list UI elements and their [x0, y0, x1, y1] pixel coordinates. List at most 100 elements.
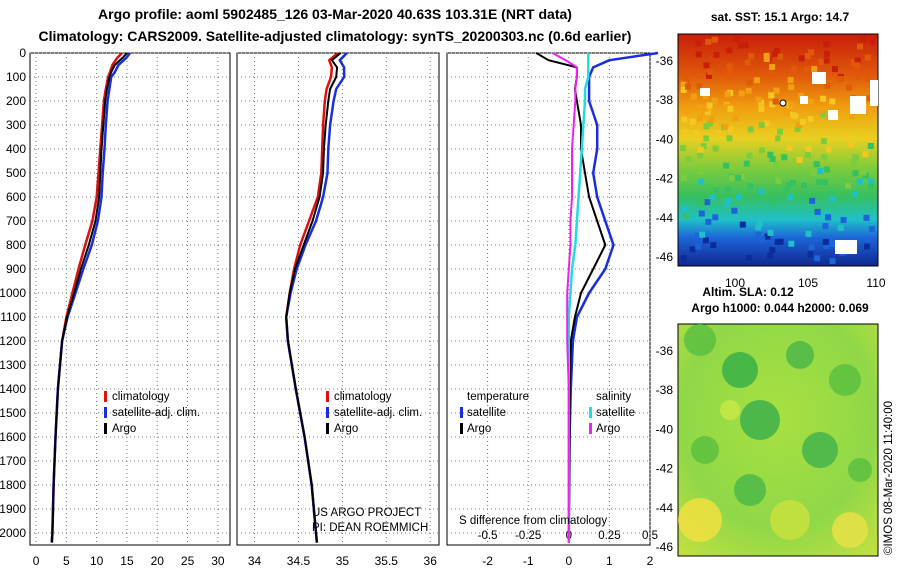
- sst-pixel: [727, 105, 734, 112]
- sst-pixel: [869, 226, 875, 232]
- sst-pixel: [829, 258, 836, 264]
- sst-pixel: [864, 243, 870, 250]
- sst-pixel: [820, 138, 827, 145]
- series-line: [285, 52, 342, 543]
- sla-lat-labels: -36 -38 -40 -42 -44 -46: [656, 344, 674, 554]
- sst-pixel: [868, 178, 875, 185]
- lat-label: -36: [656, 54, 674, 68]
- sst-pixel: [808, 73, 815, 80]
- sst-pixel: [866, 95, 873, 102]
- sst-pixel: [823, 41, 830, 48]
- lat-label: -38: [656, 93, 674, 107]
- legend-label-sal-argo: Argo: [596, 423, 620, 435]
- sst-pixel: [856, 178, 863, 185]
- credit-project: US ARGO PROJECT: [312, 507, 421, 519]
- sst-pixel: [697, 152, 704, 159]
- sst-pixel: [822, 179, 828, 186]
- legend-label-argo: Argo: [334, 423, 358, 435]
- sst-pixel: [746, 152, 753, 159]
- salinity-tick-label: -0.5: [478, 530, 498, 542]
- sst-pixel: [772, 98, 779, 105]
- sla-map-title: Altim. SLA: 0.12: [702, 285, 794, 299]
- sst-pixel: [868, 183, 875, 190]
- sst-pixel: [702, 105, 709, 112]
- sla-eddy: [802, 432, 838, 468]
- sst-pixel: [694, 232, 701, 239]
- y-tick-label: 300: [6, 118, 26, 132]
- x-tick-label: 10: [90, 554, 104, 568]
- sst-pixel: [698, 210, 705, 217]
- y-tick-label: 0: [19, 46, 26, 60]
- sst-pixel: [705, 38, 712, 45]
- sst-pixel: [795, 122, 802, 129]
- sla-eddy: [691, 436, 719, 464]
- sst-pixel: [759, 147, 765, 154]
- temperature-panel: 0100200300400500600700800900100011001200…: [0, 46, 231, 568]
- sla-texture: [678, 324, 872, 548]
- difference-xlabel: S difference from climatology: [459, 515, 607, 527]
- sst-lat-labels: -36 -38 -40 -42 -44 -46: [656, 54, 674, 264]
- x-tick-label: 30: [211, 554, 225, 568]
- sst-pixel: [808, 49, 814, 56]
- legend-swatch-sal-satellite: [589, 407, 592, 418]
- sst-pixel: [738, 90, 745, 97]
- sst-pixel: [804, 151, 811, 158]
- sst-pixel: [864, 54, 871, 61]
- sst-pixel: [796, 157, 803, 163]
- sst-cloud-mask: [850, 96, 866, 114]
- sst-pixel: [701, 109, 708, 116]
- y-tick-label: 1100: [0, 310, 26, 324]
- lat-label: -42: [656, 172, 674, 186]
- sst-pixel: [862, 151, 869, 158]
- sst-pixel: [786, 145, 793, 152]
- sst-pixel: [713, 51, 720, 58]
- sst-pixel: [756, 220, 763, 227]
- sst-pixel: [745, 254, 752, 261]
- sst-texture: [680, 36, 878, 264]
- sst-pixel: [681, 129, 688, 136]
- sst-pixel: [684, 108, 691, 115]
- sst-pixel: [696, 72, 703, 79]
- sst-pixel: [769, 247, 776, 254]
- sst-pixel: [737, 42, 744, 49]
- sst-pixel: [702, 237, 709, 244]
- sst-pixel: [698, 168, 704, 175]
- lon-label: 105: [798, 276, 818, 290]
- sst-pixel: [753, 77, 760, 84]
- sst-pixel: [823, 243, 830, 250]
- sst-pixel: [731, 207, 738, 214]
- series-line: [552, 52, 578, 543]
- legend-swatch-temp-satellite: [460, 407, 463, 418]
- sst-pixel: [711, 36, 718, 43]
- sst-pixel: [682, 213, 689, 220]
- x-tick-label: 35: [336, 554, 350, 568]
- sst-pixel: [709, 194, 716, 201]
- sst-pixel: [822, 223, 829, 230]
- sst-pixel: [738, 173, 745, 180]
- y-tick-label: 700: [6, 214, 26, 228]
- sst-pixel: [854, 62, 860, 69]
- x-tick-label: 1: [606, 554, 613, 568]
- sst-pixel: [824, 82, 831, 89]
- y-tick-label: 2000: [0, 526, 26, 540]
- sla-map-subtitle: Argo h1000: 0.044 h2000: 0.069: [691, 301, 869, 315]
- sst-pixel: [712, 214, 719, 221]
- sst-pixel: [862, 135, 869, 142]
- legend-label-climatology: climatology: [334, 391, 392, 403]
- lat-label: -42: [656, 462, 674, 476]
- sst-pixel: [706, 120, 713, 127]
- legend-label-satellite: satellite-adj. clim.: [334, 407, 422, 419]
- sst-pixel: [790, 112, 797, 119]
- sst-pixel: [763, 52, 770, 59]
- sst-pixel: [785, 182, 792, 189]
- sst-pixel: [704, 199, 711, 206]
- sst-pixel: [777, 53, 783, 60]
- y-tick-label: 100: [6, 70, 26, 84]
- sla-eddy: [740, 400, 780, 440]
- sst-pixel: [724, 186, 731, 193]
- sst-pixel: [776, 128, 783, 135]
- sst-pixel: [755, 96, 762, 103]
- sst-lon-labels: 100 105 110: [725, 276, 886, 290]
- sst-pixel: [857, 43, 863, 50]
- sst-pixel: [860, 36, 867, 43]
